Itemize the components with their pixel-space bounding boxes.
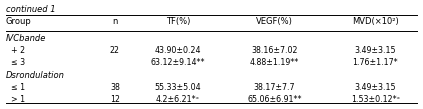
Text: 4.2±6.21*ˣ: 4.2±6.21*ˣ (156, 95, 200, 104)
Text: ≤ 3: ≤ 3 (5, 58, 25, 67)
Text: 1.76±1.17*: 1.76±1.17* (353, 58, 398, 67)
Text: ≤ 1: ≤ 1 (5, 83, 25, 92)
Text: 38.16±7.02: 38.16±7.02 (251, 46, 298, 55)
Text: 4.88±1.19**: 4.88±1.19** (250, 58, 299, 67)
Text: > 1: > 1 (5, 95, 25, 104)
Text: 38: 38 (110, 83, 120, 92)
Text: IVCbande: IVCbande (5, 34, 46, 43)
Text: 65.06±6.91**: 65.06±6.91** (247, 95, 302, 104)
Text: 3.49±3.15: 3.49±3.15 (354, 83, 396, 92)
Text: TF(%): TF(%) (166, 17, 190, 26)
Text: 3.49±3.15: 3.49±3.15 (354, 46, 396, 55)
Text: 38.17±7.7: 38.17±7.7 (254, 83, 295, 92)
Text: Dsrondulation: Dsrondulation (5, 71, 64, 80)
Text: 55.33±5.04: 55.33±5.04 (154, 83, 201, 92)
Text: 1.53±0.12*ˣ: 1.53±0.12*ˣ (351, 95, 400, 104)
Text: + 2: + 2 (5, 46, 25, 55)
Text: continued 1: continued 1 (5, 5, 55, 14)
Text: n: n (112, 17, 118, 26)
Text: 12: 12 (110, 95, 120, 104)
Text: Group: Group (5, 17, 31, 26)
Text: MVD(×10²): MVD(×10²) (352, 17, 399, 26)
Text: 22: 22 (110, 46, 120, 55)
Text: 43.90±0.24: 43.90±0.24 (155, 46, 201, 55)
Text: 63.12±9.14**: 63.12±9.14** (151, 58, 205, 67)
Text: VEGF(%): VEGF(%) (256, 17, 293, 26)
